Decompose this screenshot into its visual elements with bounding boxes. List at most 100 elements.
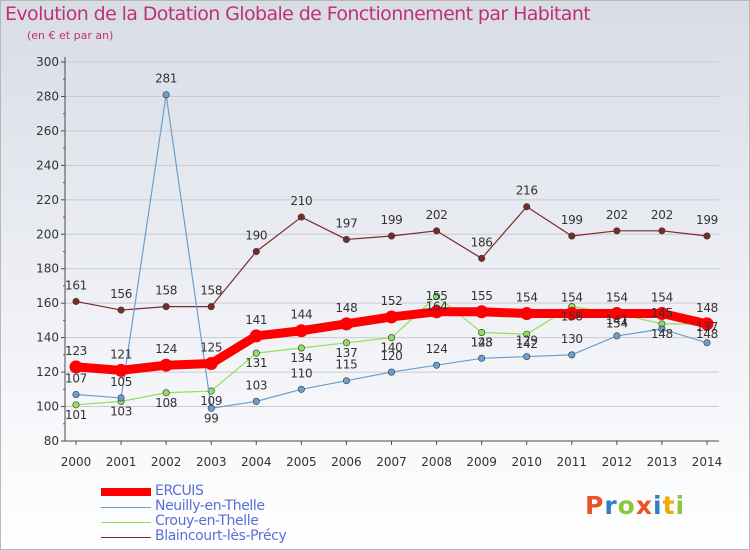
data-label: 134 <box>290 351 312 365</box>
proxiti-logo: Proxiti <box>585 491 685 520</box>
legend-item-neuilly: Neuilly-en-Thelle <box>101 498 401 515</box>
data-point <box>568 351 576 359</box>
data-point <box>297 344 305 352</box>
legend-item-blaincourt: Blaincourt-lès-Précy <box>101 528 401 545</box>
data-point <box>520 307 534 321</box>
legend-swatch-ercuis <box>101 488 151 496</box>
y-tick-label: 180 <box>36 262 59 276</box>
data-label: 148 <box>696 301 718 315</box>
legend-swatch-neuilly <box>101 507 151 508</box>
data-label: 110 <box>290 366 312 380</box>
data-label: 164 <box>426 299 448 313</box>
data-point <box>117 394 125 402</box>
data-point <box>703 232 711 240</box>
data-point <box>387 334 395 342</box>
data-point <box>72 401 80 409</box>
y-tick-label: 280 <box>36 89 59 103</box>
legend-swatch-crouy <box>101 522 151 523</box>
x-tick-label: 2003 <box>196 455 227 469</box>
data-label: 154 <box>606 317 628 331</box>
data-label: 123 <box>65 344 87 358</box>
x-tick-label: 2014 <box>692 455 723 469</box>
y-tick-label: 140 <box>36 331 59 345</box>
data-point <box>385 310 398 324</box>
legend-label-crouy: Crouy-en-Thelle <box>155 513 259 529</box>
y-tick-label: 260 <box>36 124 59 138</box>
data-point <box>207 404 215 412</box>
logo-letter: r <box>604 491 618 520</box>
x-tick-label: 2000 <box>61 455 92 469</box>
data-label: 199 <box>380 213 402 227</box>
x-tick-label: 2008 <box>421 455 452 469</box>
data-point <box>159 358 173 372</box>
logo-letter: P <box>585 491 605 520</box>
data-point <box>700 317 714 331</box>
data-point <box>703 339 711 347</box>
data-point <box>433 361 441 369</box>
y-tick-label: 100 <box>36 400 59 414</box>
data-label: 190 <box>245 229 267 243</box>
data-label: 140 <box>380 341 402 355</box>
data-label: 186 <box>471 235 493 249</box>
data-label: 152 <box>380 294 402 308</box>
legend-swatch-blaincourt <box>101 537 151 538</box>
x-tick-label: 2007 <box>376 455 407 469</box>
data-point <box>613 227 621 235</box>
chart-subtitle: (en € et par an) <box>27 29 114 42</box>
legend-label-neuilly: Neuilly-en-Thelle <box>155 498 265 514</box>
legend-item-ercuis: ERCUIS <box>101 483 401 500</box>
y-tick-label: 240 <box>36 158 59 172</box>
data-point <box>655 307 669 321</box>
series-lines <box>69 91 714 412</box>
data-label: 137 <box>696 320 718 334</box>
data-point <box>433 292 441 300</box>
data-point <box>523 330 531 338</box>
x-tick-label: 2005 <box>286 455 317 469</box>
data-label: 141 <box>606 313 628 327</box>
y-tick-label: 120 <box>36 365 59 379</box>
y-tick-label: 300 <box>36 55 59 69</box>
data-point <box>568 232 576 240</box>
data-label: 199 <box>696 213 718 227</box>
logo-letter: o <box>617 491 636 520</box>
data-point <box>475 305 489 319</box>
data-label: 281 <box>155 72 177 86</box>
data-point <box>478 328 486 336</box>
data-point <box>610 307 624 321</box>
data-point <box>204 356 218 370</box>
data-point <box>387 232 395 240</box>
data-point <box>565 307 579 321</box>
x-tick-label: 2006 <box>331 455 362 469</box>
data-point <box>72 390 80 398</box>
data-point <box>339 317 353 331</box>
data-point <box>523 203 531 211</box>
data-label: 103 <box>245 378 267 392</box>
data-point <box>430 305 444 319</box>
y-tick-label: 160 <box>36 296 59 310</box>
data-point <box>252 248 260 256</box>
data-label: 154 <box>651 291 673 305</box>
x-tick-label: 2010 <box>511 455 542 469</box>
data-point <box>342 339 350 347</box>
data-label: 156 <box>110 287 132 301</box>
x-tick-label: 2002 <box>151 455 182 469</box>
y-tick-label: 200 <box>36 227 59 241</box>
data-label: 155 <box>426 289 448 303</box>
data-point <box>162 303 170 311</box>
data-label: 142 <box>516 337 538 351</box>
data-label: 141 <box>245 313 267 327</box>
data-label: 154 <box>606 291 628 305</box>
data-point <box>297 213 305 221</box>
data-label: 115 <box>335 358 357 372</box>
data-label: 154 <box>561 291 583 305</box>
x-tick-label: 2009 <box>466 455 497 469</box>
data-label: 154 <box>516 291 538 305</box>
data-point <box>72 297 80 305</box>
data-label: 137 <box>335 346 357 360</box>
chart-title: Evolution de la Dotation Globale de Fonc… <box>5 3 591 25</box>
data-label: 197 <box>335 216 357 230</box>
data-point <box>207 303 215 311</box>
data-label: 124 <box>155 342 177 356</box>
data-label: 99 <box>204 411 219 425</box>
data-label: 107 <box>65 371 87 385</box>
